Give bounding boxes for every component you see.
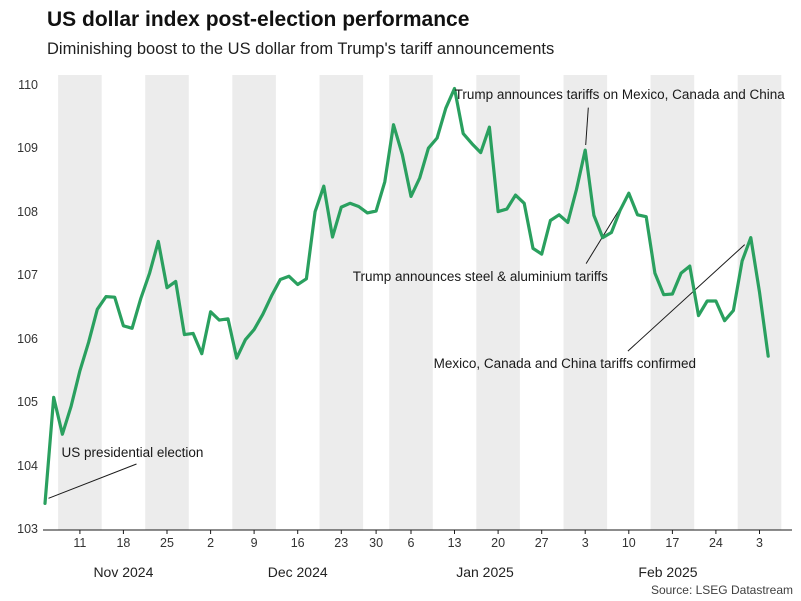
chart-subtitle: Diminishing boost to the US dollar from … bbox=[47, 40, 555, 58]
dollar-index-line bbox=[43, 86, 770, 505]
x-axis-label: 2 bbox=[207, 536, 215, 550]
annotation-steel-aluminium-tariffs: Trump announces steel & aluminium tariff… bbox=[352, 269, 608, 285]
x-axis-label: 9 bbox=[250, 536, 258, 550]
y-axis-label: 104 bbox=[17, 458, 38, 473]
x-axis-label: 18 bbox=[116, 536, 131, 550]
y-axis-label: 110 bbox=[18, 78, 38, 92]
y-axis-label: 107 bbox=[17, 268, 38, 283]
x-axis-label: 20 bbox=[491, 536, 506, 550]
week-band bbox=[58, 75, 102, 530]
month-label: Dec 2024 bbox=[267, 564, 328, 580]
annotation-pointer-line bbox=[48, 463, 137, 499]
week-band bbox=[145, 75, 189, 530]
y-axis-label: 103 bbox=[17, 522, 38, 536]
source-credit: Source: LSEG Datastream bbox=[650, 583, 793, 597]
month-label: Jan 2025 bbox=[456, 564, 514, 580]
x-axis-label: 25 bbox=[160, 536, 174, 550]
x-axis-label: 3 bbox=[756, 536, 763, 550]
week-band bbox=[319, 75, 364, 530]
month-label: Feb 2025 bbox=[638, 564, 698, 580]
annotation-pointer-line bbox=[585, 107, 589, 146]
y-axis-label: 109 bbox=[17, 141, 38, 156]
annotation-tariffs-mexico-canada-china: Trump announces tariffs on Mexico, Canad… bbox=[454, 86, 785, 102]
x-axis-label: 3 bbox=[581, 536, 589, 550]
x-axis-label: 11 bbox=[73, 536, 87, 550]
x-axis-label: 16 bbox=[290, 536, 305, 550]
x-axis-label: 10 bbox=[621, 536, 636, 550]
week-band bbox=[563, 75, 608, 530]
annotation-us-presidential-election: US presidential election bbox=[61, 444, 204, 460]
annotation-pointer-line bbox=[627, 244, 746, 352]
month-label: Nov 2024 bbox=[93, 564, 154, 580]
x-axis-label: 23 bbox=[334, 536, 349, 550]
y-axis-label: 108 bbox=[17, 204, 38, 219]
x-axis-label: 27 bbox=[534, 536, 549, 550]
annotation-tariffs-confirmed: Mexico, Canada and China tariffs confirm… bbox=[433, 356, 696, 372]
y-axis-label: 105 bbox=[17, 395, 38, 410]
week-band bbox=[389, 75, 433, 530]
y-axis-label: 106 bbox=[17, 331, 38, 346]
x-axis-label: 13 bbox=[447, 536, 462, 550]
week-band bbox=[650, 75, 695, 530]
week-band bbox=[476, 75, 520, 530]
x-axis-label: 30 bbox=[369, 536, 384, 550]
x-axis-label: 6 bbox=[407, 536, 415, 550]
chart-title: US dollar index post-election performanc… bbox=[47, 8, 470, 31]
x-axis-label: 24 bbox=[708, 536, 723, 550]
x-axis-label: 17 bbox=[665, 536, 680, 550]
